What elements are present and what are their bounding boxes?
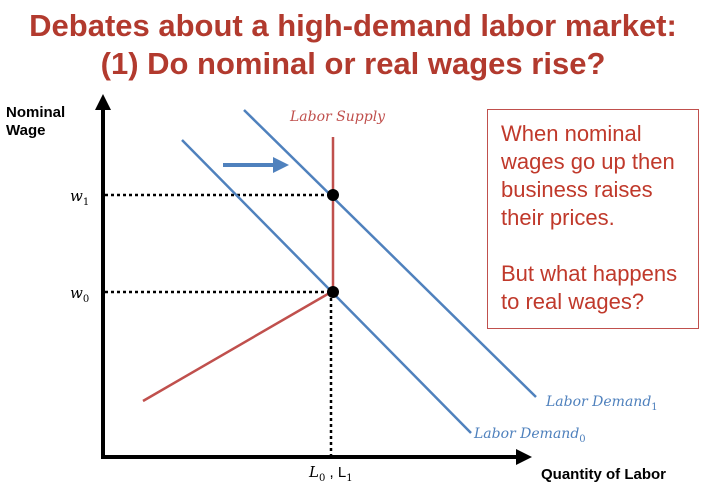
labor-demand-1-curve: [243, 109, 537, 398]
equilibrium-point-w0: [327, 286, 339, 298]
y-axis-label: Nominal Wage: [6, 104, 65, 140]
labor-supply-label: Labor Supply: [289, 109, 386, 125]
callout-text-2: But what happens to real wages?: [501, 261, 678, 314]
y-axis-label-line-2: Wage: [6, 122, 46, 139]
labor-demand-0-curve: [181, 139, 472, 434]
labor-supply-curve: [142, 137, 335, 403]
y-axis-arrowhead: [95, 94, 111, 110]
x-axis-label: Quantity of Labor: [541, 466, 666, 483]
x-axis-arrowhead: [516, 449, 532, 465]
title-line-2: (1) Do nominal or real wages rise?: [100, 46, 606, 81]
labor-demand-1-label: Labor Demand1: [545, 394, 658, 413]
callout-text-1: When nominal wages go up then business r…: [501, 121, 675, 230]
y-axis-label-line-1: Nominal: [6, 104, 66, 121]
demand-shift-arrowhead: [273, 157, 289, 173]
callout-box: When nominal wages go up then business r…: [487, 109, 699, 329]
w1-tick-label: w1: [70, 187, 89, 208]
equilibrium-point-w1: [327, 189, 339, 201]
title-line-1: Debates about a high-demand labor market…: [29, 8, 677, 43]
labor-demand-0-label: Labor Demand0: [473, 426, 586, 445]
L-tick-label: L0 , L1: [308, 463, 353, 484]
w0-tick-label: w0: [70, 284, 89, 305]
